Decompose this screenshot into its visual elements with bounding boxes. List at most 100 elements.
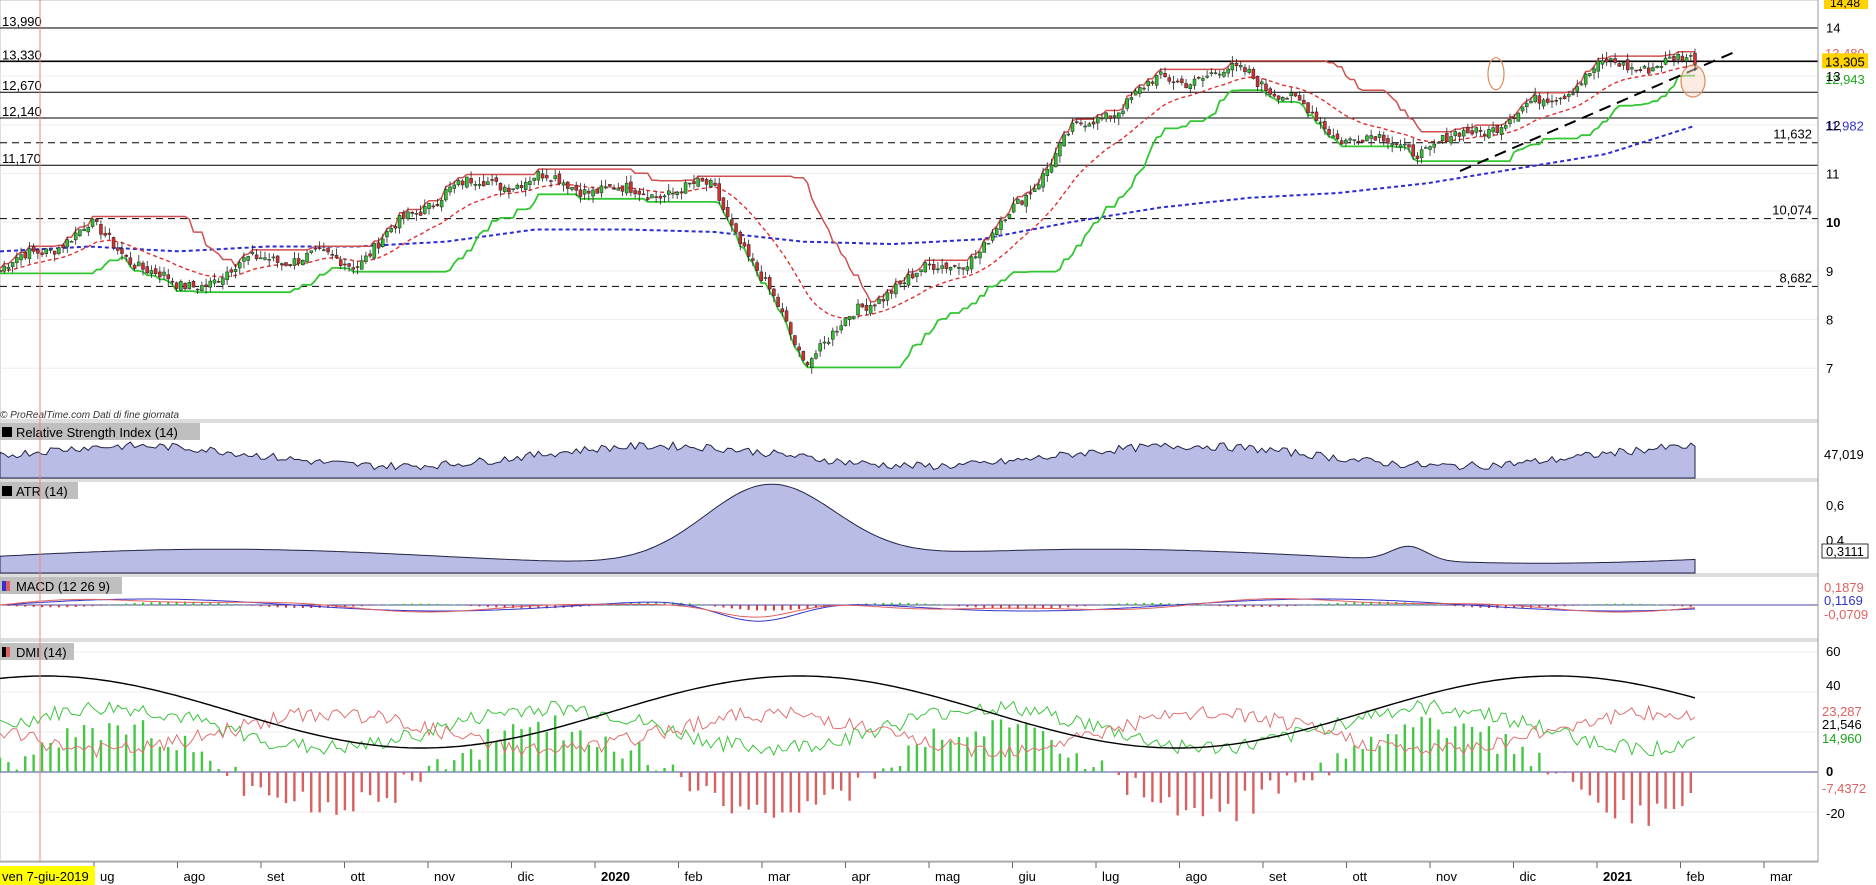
macd-histogram-bar (1286, 605, 1289, 607)
macd-histogram-bar (116, 604, 119, 606)
dmi-histogram-bar (1033, 727, 1036, 772)
macd-histogram-bar (470, 605, 473, 606)
candle-body (82, 228, 86, 232)
x-axis-label: nov (1436, 869, 1457, 884)
candle-body (797, 346, 801, 351)
dmi-histogram-bar (1277, 772, 1280, 794)
macd-histogram-bar (1572, 605, 1575, 606)
macd-value-1: 0,1879 (1824, 580, 1864, 595)
candle-body (582, 189, 587, 195)
macd-histogram-bar (1134, 603, 1137, 606)
macd-histogram-bar (369, 605, 372, 606)
macd-histogram-bar (41, 605, 44, 608)
dmi-histogram-bar (167, 747, 170, 772)
candle-body (116, 247, 120, 251)
candle-body (1272, 93, 1277, 97)
candle-body (1024, 195, 1029, 207)
dmi-histogram-bar (133, 724, 136, 772)
macd-histogram-bar (209, 602, 212, 606)
dmi-histogram-bar (427, 765, 431, 772)
macd-histogram-bar (1277, 605, 1280, 607)
candle-body (961, 267, 965, 270)
candle-body (927, 263, 932, 266)
candle-body (902, 282, 907, 285)
candle-body (709, 179, 713, 187)
dmi-histogram-bar (1521, 746, 1524, 772)
dmi-histogram-bar (259, 772, 262, 788)
dmi-histogram-bar (1597, 772, 1600, 803)
dmi-histogram-bar (486, 729, 490, 772)
macd-histogram-bar (688, 603, 691, 606)
macd-histogram-bar (1597, 604, 1600, 606)
candle-body (364, 255, 368, 262)
dmi-histogram-bar (1260, 772, 1263, 790)
candle-body (835, 330, 839, 333)
macd-panel: MACD (12 26 9) (0, 575, 1819, 640)
dmi-histogram-bar (1176, 772, 1179, 816)
dmi-histogram-bar (1412, 727, 1415, 772)
candle-body (868, 305, 873, 314)
price-tick-label: 13 (1826, 69, 1840, 84)
macd-histogram-bar (882, 602, 885, 606)
dmi-histogram-bar (0, 757, 2, 772)
candle-body (1436, 142, 1441, 144)
candle-body (19, 254, 23, 261)
macd-histogram-bar (1403, 602, 1406, 606)
candle-body (301, 259, 305, 265)
dmi-histogram-bar (781, 772, 784, 813)
macd-label: MACD (12 26 9) (16, 579, 110, 594)
support-step-line (0, 74, 1695, 369)
price-tag: 13,305 (1825, 54, 1865, 69)
macd-histogram-bar (226, 603, 229, 606)
dmi-histogram-bar (587, 744, 591, 772)
macd-histogram-bar (1378, 601, 1381, 606)
dmi-histogram-bar (1555, 772, 1558, 774)
candle-body (502, 186, 507, 193)
candle-body (742, 242, 747, 247)
macd-histogram-bar (932, 604, 935, 606)
candle-body (99, 224, 103, 235)
macd-histogram-bar (739, 605, 742, 610)
candle-body (267, 259, 271, 261)
candle-body (587, 190, 591, 194)
candle-body (826, 341, 831, 344)
macd-histogram-bar (1370, 601, 1373, 606)
candle-body (1617, 63, 1622, 67)
candle-body (52, 250, 57, 255)
dmi-histogram-bar (1361, 749, 1364, 772)
macd-histogram-bar (1075, 605, 1078, 607)
dmi-histogram-bar (856, 772, 860, 778)
dashed-level-label: 8,682 (1779, 270, 1812, 285)
macd-histogram-bar (966, 605, 969, 607)
x-axis-label: lug (1102, 869, 1119, 884)
dmi-histogram-bar (267, 772, 271, 796)
dmi-histogram-bar (1125, 772, 1129, 795)
macd-histogram-bar (1681, 605, 1684, 607)
candle-body (338, 259, 343, 267)
dmi-histogram-bar (141, 720, 145, 772)
macd-histogram-bar (1504, 605, 1507, 609)
macd-histogram-bar (158, 601, 161, 606)
macd-histogram-bar (1336, 602, 1339, 606)
candle-body (561, 182, 566, 186)
dmi-histogram-bar (1100, 760, 1104, 772)
candle-body (856, 303, 860, 316)
candle-body (549, 180, 553, 182)
macd-histogram-bar (1647, 604, 1650, 606)
candle-body (995, 228, 999, 235)
candle-body (111, 237, 116, 249)
macd-histogram-bar (125, 603, 128, 606)
candle-body (1281, 97, 1285, 101)
price-tick-label: 12 (1826, 118, 1840, 133)
candle-body (204, 284, 208, 287)
dmi-histogram-bar (1529, 766, 1533, 772)
dmi-histogram-bar (318, 772, 321, 813)
x-axis-label: ug (100, 869, 114, 884)
candle-body (473, 183, 478, 186)
dmi-histogram-bar (1294, 772, 1297, 783)
dmi-histogram-bar (1378, 745, 1381, 772)
candle-body (498, 182, 503, 191)
macd-histogram-bar (1084, 605, 1087, 607)
candle-body (1411, 144, 1415, 157)
candle-body (1554, 100, 1558, 102)
